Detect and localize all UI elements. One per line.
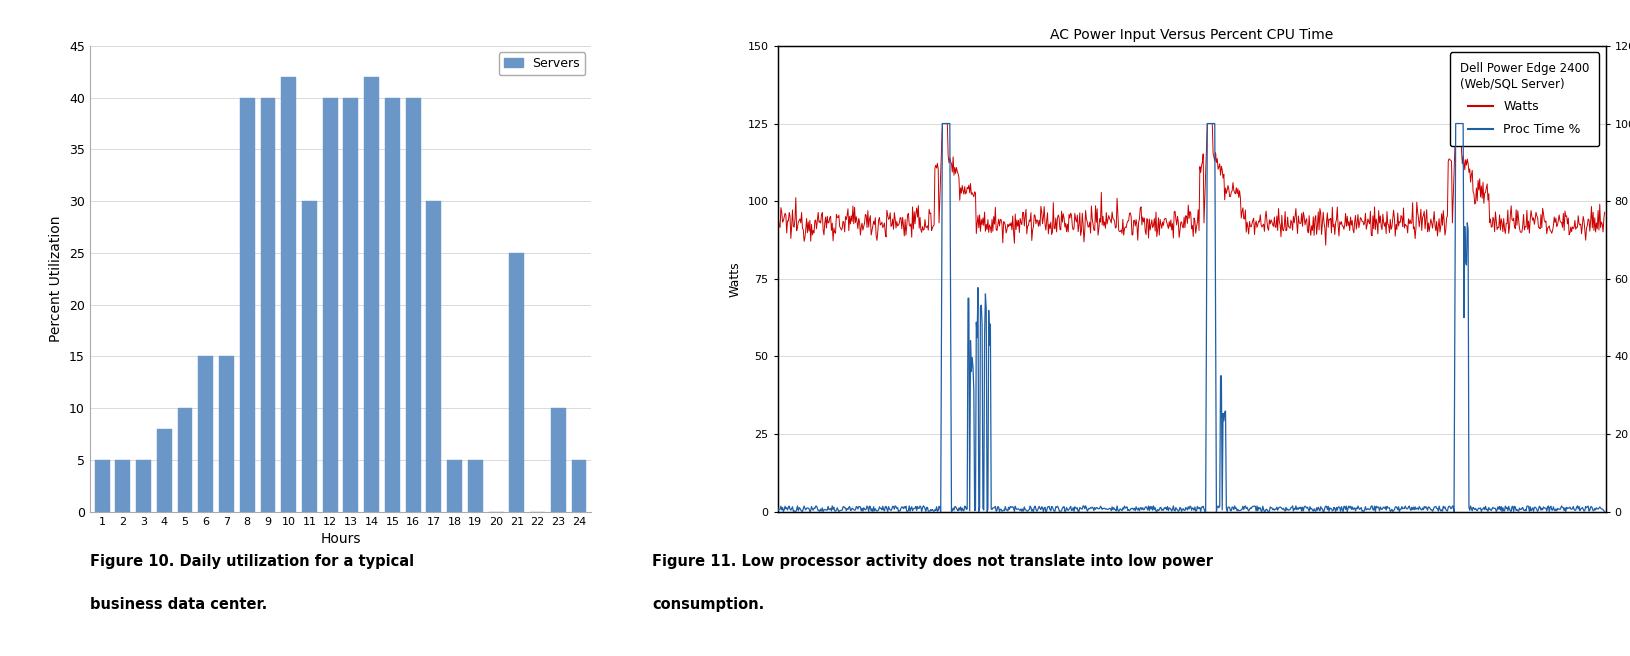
Y-axis label: Percent Utilization: Percent Utilization <box>49 216 64 342</box>
Text: Figure 11. Low processor activity does not translate into low power: Figure 11. Low processor activity does n… <box>652 554 1213 569</box>
Bar <box>427 201 442 512</box>
Bar <box>199 356 214 512</box>
Bar <box>468 460 482 512</box>
Text: business data center.: business data center. <box>90 597 267 612</box>
Bar <box>302 201 316 512</box>
Text: consumption.: consumption. <box>652 597 764 612</box>
Legend: Watts, Proc Time %: Watts, Proc Time % <box>1451 52 1599 146</box>
Bar <box>363 77 380 512</box>
Bar <box>95 460 109 512</box>
Bar <box>344 98 359 512</box>
Bar <box>406 98 421 512</box>
Bar <box>282 77 297 512</box>
Bar <box>156 429 171 512</box>
Bar <box>572 460 587 512</box>
Bar <box>551 408 566 512</box>
Bar <box>385 98 399 512</box>
Bar <box>509 253 525 512</box>
X-axis label: Hours: Hours <box>319 532 360 546</box>
Y-axis label: Watts: Watts <box>729 261 742 297</box>
Bar <box>135 460 152 512</box>
Bar <box>323 98 337 512</box>
Legend: Servers: Servers <box>499 52 585 75</box>
Text: Figure 10. Daily utilization for a typical: Figure 10. Daily utilization for a typic… <box>90 554 414 569</box>
Bar <box>240 98 254 512</box>
Bar <box>218 356 235 512</box>
Title: AC Power Input Versus Percent CPU Time: AC Power Input Versus Percent CPU Time <box>1050 28 1333 42</box>
Bar <box>116 460 130 512</box>
Bar <box>178 408 192 512</box>
Bar <box>261 98 275 512</box>
Bar <box>447 460 461 512</box>
